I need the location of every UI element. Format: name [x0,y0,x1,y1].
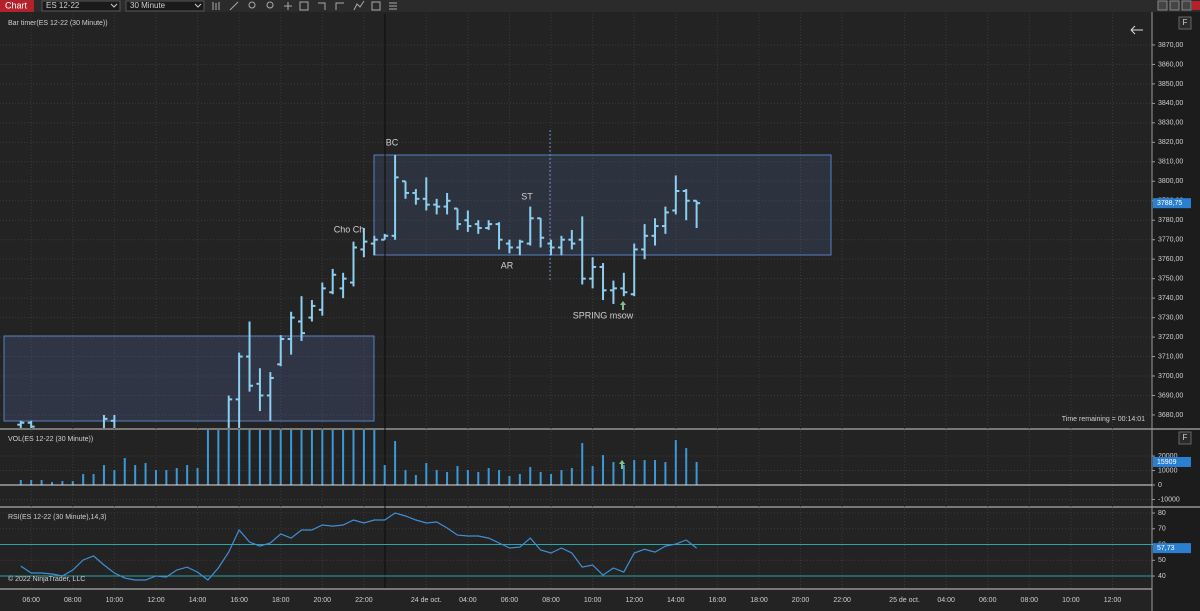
x-tick-label: 06:00 [501,597,519,604]
y-tick-label: 3820,00 [1158,139,1183,146]
y-tick-label: 3750,00 [1158,275,1183,282]
interval-dropdown[interactable] [125,0,205,12]
y-tick-label: 20000 [1158,453,1178,460]
annotation[interactable]: BC [386,137,399,147]
x-tick-label: 04:00 [459,597,477,604]
y-tick-label: 3680,00 [1158,412,1183,419]
x-tick-label: 14:00 [189,597,207,604]
x-tick-label: 12:00 [625,597,643,604]
time-remaining: Time remaining = 00:14:01 [1062,416,1145,423]
y-tick-label: 50 [1158,557,1166,564]
last-value-badge [1153,543,1191,554]
annotation[interactable]: AR [501,260,514,270]
x-tick-label: 10:00 [1062,597,1080,604]
x-tick-label: 08:00 [64,597,82,604]
y-tick-label: 3780,00 [1158,217,1183,224]
x-tick-label: 20:00 [792,597,810,604]
rsi-panel [0,512,1152,581]
last-value-label: 57,73 [1157,545,1175,552]
f-button-label: F [1183,433,1188,442]
x-tick-label: 25 de oct. [889,597,920,604]
tab-label: Chart [5,0,28,10]
x-tick-label: 16:00 [709,597,727,604]
y-tick-label: 3770,00 [1158,237,1183,244]
y-tick-label: 40 [1158,573,1166,580]
x-tick-label: 06:00 [22,597,40,604]
y-tick-label: 10000 [1158,467,1178,474]
y-tick-label: 3870,00 [1158,42,1183,49]
up-arrow [620,301,626,310]
y-tick-label: 3840,00 [1158,100,1183,107]
y-tick-label: 3690,00 [1158,392,1183,399]
y-tick-label: -10000 [1158,496,1180,503]
y-tick-label: 3700,00 [1158,373,1183,380]
up-arrow [619,460,625,469]
range-box[interactable] [3,335,375,422]
price-panel [17,154,701,428]
panel-title: Bar timer(ES 12-22 (30 Minute)) [8,20,108,27]
x-tick-label: 10:00 [106,597,124,604]
grid [0,14,1152,588]
x-tick-label: 12:00 [147,597,165,604]
last-value-label: 15909 [1157,459,1177,466]
x-tick-label: 22:00 [355,597,373,604]
y-tick-label: 70 [1158,526,1166,533]
last-value-badge [1153,198,1191,209]
axis-area [1152,12,1200,611]
last-value-label: 3788,75 [1157,200,1182,207]
annotation[interactable]: Cho Ch [334,224,365,234]
y-tick-label: 80 [1158,510,1166,517]
x-tick-label: 14:00 [667,597,685,604]
interval-label: 30 Minute [130,1,166,10]
dropdown-arrow [110,3,118,8]
y-tick-label: 3800,00 [1158,178,1183,185]
x-tick-label: 08:00 [1021,597,1039,604]
x-tick-label: 24 de oct. [411,597,442,604]
x-tick-label: 12:00 [1104,597,1122,604]
instrument-dropdown[interactable] [41,0,121,12]
y-tick-label: 3760,00 [1158,256,1183,263]
y-tick-label: 3710,00 [1158,353,1183,360]
x-tick-label: 18:00 [750,597,768,604]
annotation[interactable]: SPRING msow [573,310,634,320]
x-tick-label: 22:00 [833,597,851,604]
annotation[interactable]: ST [521,191,533,201]
y-tick-label: 3860,00 [1158,61,1183,68]
last-value-badge [1153,456,1191,467]
f-button[interactable] [1178,431,1192,445]
x-tick-label: 04:00 [937,597,955,604]
x-tick-label: 08:00 [542,597,560,604]
y-tick-label: 3730,00 [1158,314,1183,321]
back-arrow[interactable] [1130,25,1143,35]
dropdown-arrow [194,3,202,8]
y-tick-label: 3720,00 [1158,334,1183,341]
panel-title: VOL(ES 12-22 (30 Minute)) [8,436,93,443]
x-tick-label: 06:00 [979,597,997,604]
f-button[interactable] [1178,16,1192,30]
tab[interactable] [0,0,34,12]
x-tick-label: 18:00 [272,597,290,604]
axes: Bar timer(ES 12-22 (30 Minute)) 3680,00 36… [0,20,1191,604]
volume-panel [19,430,698,486]
y-tick-label: 3810,00 [1158,159,1183,166]
x-tick-label: 20:00 [314,597,332,604]
y-tick-label: 3740,00 [1158,295,1183,302]
x-tick-label: 16:00 [230,597,248,604]
f-button-label: F [1183,18,1188,27]
window-buttons[interactable] [1157,0,1200,11]
instrument-label: ES 12-22 [46,1,80,10]
range-box[interactable] [373,154,832,256]
y-tick-label: 3850,00 [1158,81,1183,88]
copyright: © 2022 NinjaTrader, LLC [8,575,85,583]
x-tick-label: 10:00 [584,597,602,604]
panel-title: RSI(ES 12-22 (30 Minute),14,3) [8,514,106,521]
toolbar-icons[interactable] [212,0,397,11]
rsi-line [20,512,697,581]
y-tick-label: 0 [1158,482,1162,489]
y-tick-label: 3830,00 [1158,120,1183,127]
